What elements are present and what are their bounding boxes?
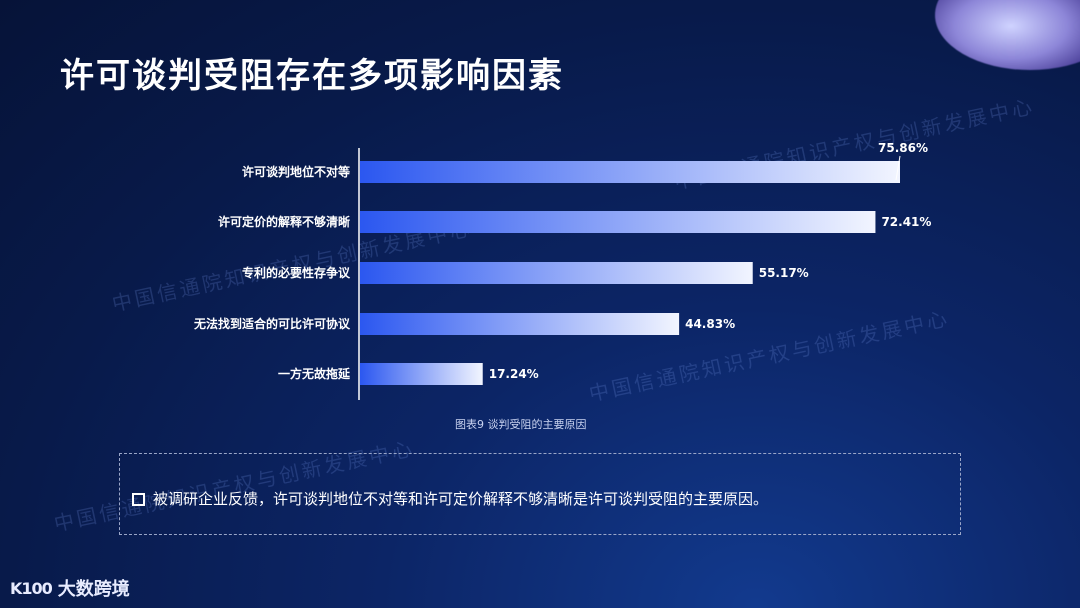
brand-logo: K100 大数跨境 xyxy=(10,575,130,601)
logo-icon: K100 xyxy=(10,578,53,598)
page-title: 许可谈判受阻存在多项影响因素 xyxy=(60,56,564,96)
data-label: 75.86% xyxy=(878,141,928,155)
data-label: 17.24% xyxy=(489,367,539,381)
category-label: 许可定价的解释不够清晰 xyxy=(218,214,350,229)
note-box: 被调研企业反馈，许可谈判地位不对等和许可定价解释不够清晰是许可谈判受阻的主要原因… xyxy=(119,453,961,535)
leader-line xyxy=(895,155,901,181)
note-text: 被调研企业反馈，许可谈判地位不对等和许可定价解释不够清晰是许可谈判受阻的主要原因… xyxy=(153,490,769,508)
bar xyxy=(360,211,876,233)
logo-text: 大数跨境 xyxy=(57,579,130,600)
bar xyxy=(360,161,900,183)
data-label: 72.41% xyxy=(881,215,931,229)
category-label: 许可谈判地位不对等 xyxy=(242,164,350,179)
bar xyxy=(360,313,680,335)
bar xyxy=(360,262,753,284)
square-bullet-icon xyxy=(132,493,145,506)
category-label: 无法找到适合的可比许可协议 xyxy=(193,316,351,331)
data-label: 44.83% xyxy=(685,317,735,331)
bar-chart: 许可谈判地位不对等 75.86% 许可定价的解释不够清晰 72.41% 专利的必要性存争… xyxy=(193,141,931,385)
data-label: 55.17% xyxy=(759,266,809,280)
chart-caption: 图表9 谈判受阻的主要原因 xyxy=(455,418,587,431)
category-label: 一方无故拖延 xyxy=(278,366,351,381)
category-label: 专利的必要性存争议 xyxy=(242,265,351,280)
bar xyxy=(360,363,483,385)
